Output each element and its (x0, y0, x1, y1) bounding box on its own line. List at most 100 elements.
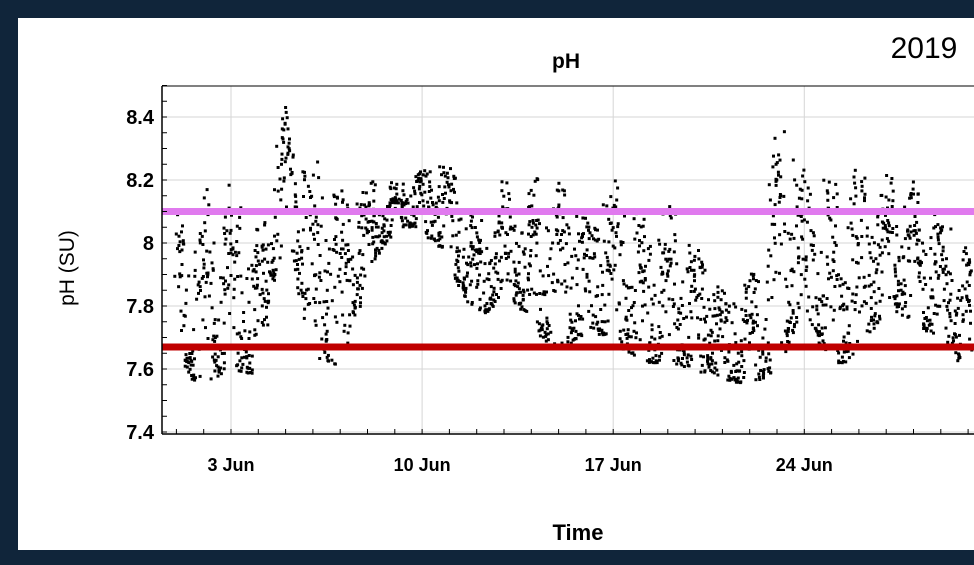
data-point (587, 309, 591, 313)
data-point (663, 247, 667, 251)
data-point (546, 229, 550, 233)
data-point (562, 189, 566, 193)
data-point (723, 291, 726, 295)
year-label: 2019 (891, 32, 958, 65)
data-point (472, 253, 476, 257)
data-point (707, 363, 711, 367)
data-point (757, 375, 761, 379)
data-point (761, 374, 765, 378)
data-point (748, 341, 751, 345)
data-point (689, 354, 693, 358)
data-point (572, 326, 576, 330)
data-point (759, 369, 763, 372)
data-point (263, 223, 267, 227)
data-point (261, 323, 265, 327)
data-point (797, 306, 801, 310)
data-point (613, 179, 617, 183)
data-point (478, 250, 482, 254)
data-point (357, 220, 361, 224)
data-point (774, 183, 778, 187)
data-point (338, 280, 342, 284)
data-point (678, 323, 682, 326)
data-point (675, 262, 679, 266)
data-point (682, 317, 686, 320)
data-point (535, 219, 539, 222)
data-point (837, 361, 841, 365)
data-point (633, 237, 637, 241)
data-point (587, 237, 591, 241)
data-point (457, 230, 461, 234)
data-point (250, 277, 254, 281)
data-point (484, 308, 488, 312)
data-point (957, 353, 961, 357)
data-point (457, 249, 461, 253)
data-point (907, 314, 911, 318)
data-point (808, 318, 812, 322)
data-point (355, 293, 359, 297)
data-point (212, 321, 216, 325)
data-point (558, 239, 562, 242)
data-point (469, 219, 473, 223)
data-point (825, 189, 829, 193)
data-point (209, 281, 213, 285)
data-point (467, 255, 471, 259)
data-point (239, 274, 243, 278)
data-point (946, 340, 950, 344)
data-point (604, 332, 608, 336)
data-point (688, 251, 692, 255)
data-point (540, 328, 544, 332)
data-point (775, 161, 779, 165)
data-point (850, 299, 854, 303)
data-point (734, 305, 738, 309)
data-point (333, 362, 337, 366)
data-point (544, 339, 548, 343)
data-point (178, 275, 182, 279)
data-point (813, 252, 817, 256)
data-point (483, 262, 487, 266)
data-point (180, 230, 183, 234)
data-point (193, 378, 197, 382)
data-point (207, 203, 211, 207)
data-point (301, 170, 305, 174)
chart-panel: 3 Jun 10 Jun 17 Jun 24 Jun 7.4 7.6 7.8 8 8.2 8.4… (18, 18, 974, 550)
data-point (889, 181, 893, 185)
data-point (577, 232, 580, 236)
data-point (514, 279, 518, 283)
data-point (348, 324, 352, 328)
data-point (792, 325, 796, 329)
data-point (687, 335, 691, 339)
data-point (657, 300, 661, 304)
data-point (849, 197, 853, 201)
data-point (462, 284, 466, 288)
data-point (188, 356, 192, 360)
data-point (570, 254, 574, 258)
data-point (953, 333, 957, 337)
data-point (750, 300, 754, 304)
data-point (835, 278, 839, 281)
data-point (528, 264, 532, 268)
data-point (754, 320, 757, 324)
data-point (954, 351, 958, 355)
data-point (675, 362, 679, 366)
data-point (475, 248, 479, 252)
data-point (624, 333, 628, 336)
data-point (897, 255, 901, 259)
data-point (744, 287, 748, 291)
data-point (918, 280, 922, 283)
data-point (206, 271, 210, 275)
data-point (669, 216, 673, 220)
data-point (890, 177, 894, 180)
data-point (292, 259, 296, 263)
data-point (650, 323, 654, 327)
data-point (445, 180, 449, 184)
data-point (710, 330, 714, 334)
data-point (563, 263, 567, 266)
data-point (711, 314, 715, 318)
data-point (773, 203, 777, 207)
data-point (641, 319, 644, 323)
data-point (872, 326, 876, 330)
data-point (961, 284, 965, 288)
data-point (801, 257, 805, 261)
data-point (895, 233, 899, 237)
data-point (570, 276, 574, 280)
